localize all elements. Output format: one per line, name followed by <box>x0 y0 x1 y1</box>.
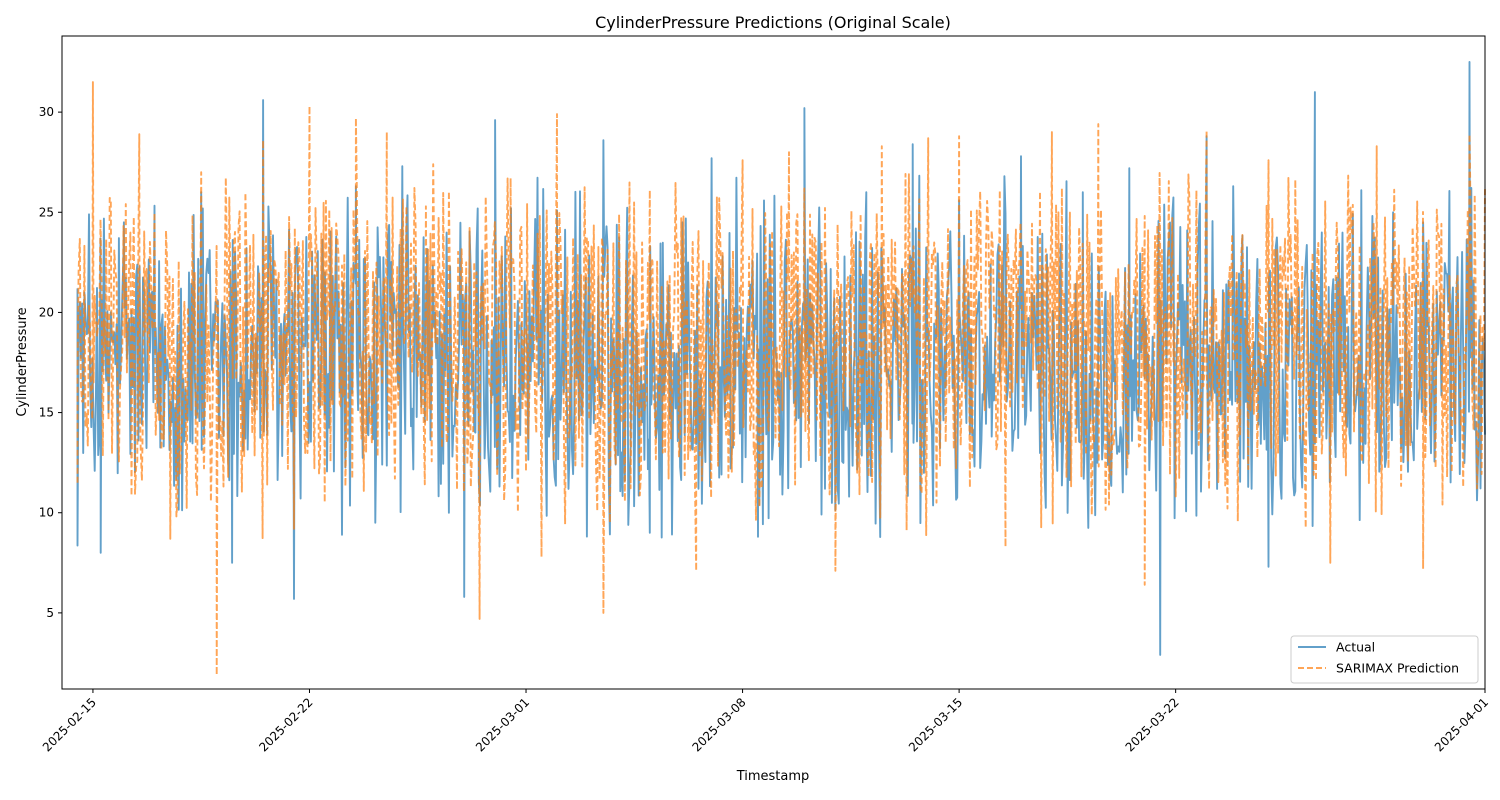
y-tick-label: 5 <box>46 606 54 620</box>
axes-frame <box>61 35 1486 690</box>
legend-label-actual: Actual <box>1336 640 1375 655</box>
y-axis: 5 10 15 20 25 30 <box>39 105 62 620</box>
legend: Actual SARIMAX Prediction <box>1290 635 1479 684</box>
y-tick-label: 30 <box>39 105 54 119</box>
legend-label-sarimax-prediction: SARIMAX Prediction <box>1336 661 1459 676</box>
y-tick-label: 10 <box>39 506 54 520</box>
series-layer <box>76 61 1486 676</box>
legend-box <box>1290 635 1479 684</box>
plot-area <box>61 35 1486 690</box>
y-tick-label: 15 <box>39 406 54 420</box>
chart-title: CylinderPressure Predictions (Original S… <box>595 13 951 32</box>
x-axis-label: Timestamp <box>736 769 810 784</box>
y-axis-label: CylinderPressure <box>15 307 30 416</box>
series-line-sarimax-prediction <box>76 81 1486 676</box>
y-tick-label: 20 <box>39 305 54 319</box>
y-tick-label: 25 <box>39 205 54 219</box>
